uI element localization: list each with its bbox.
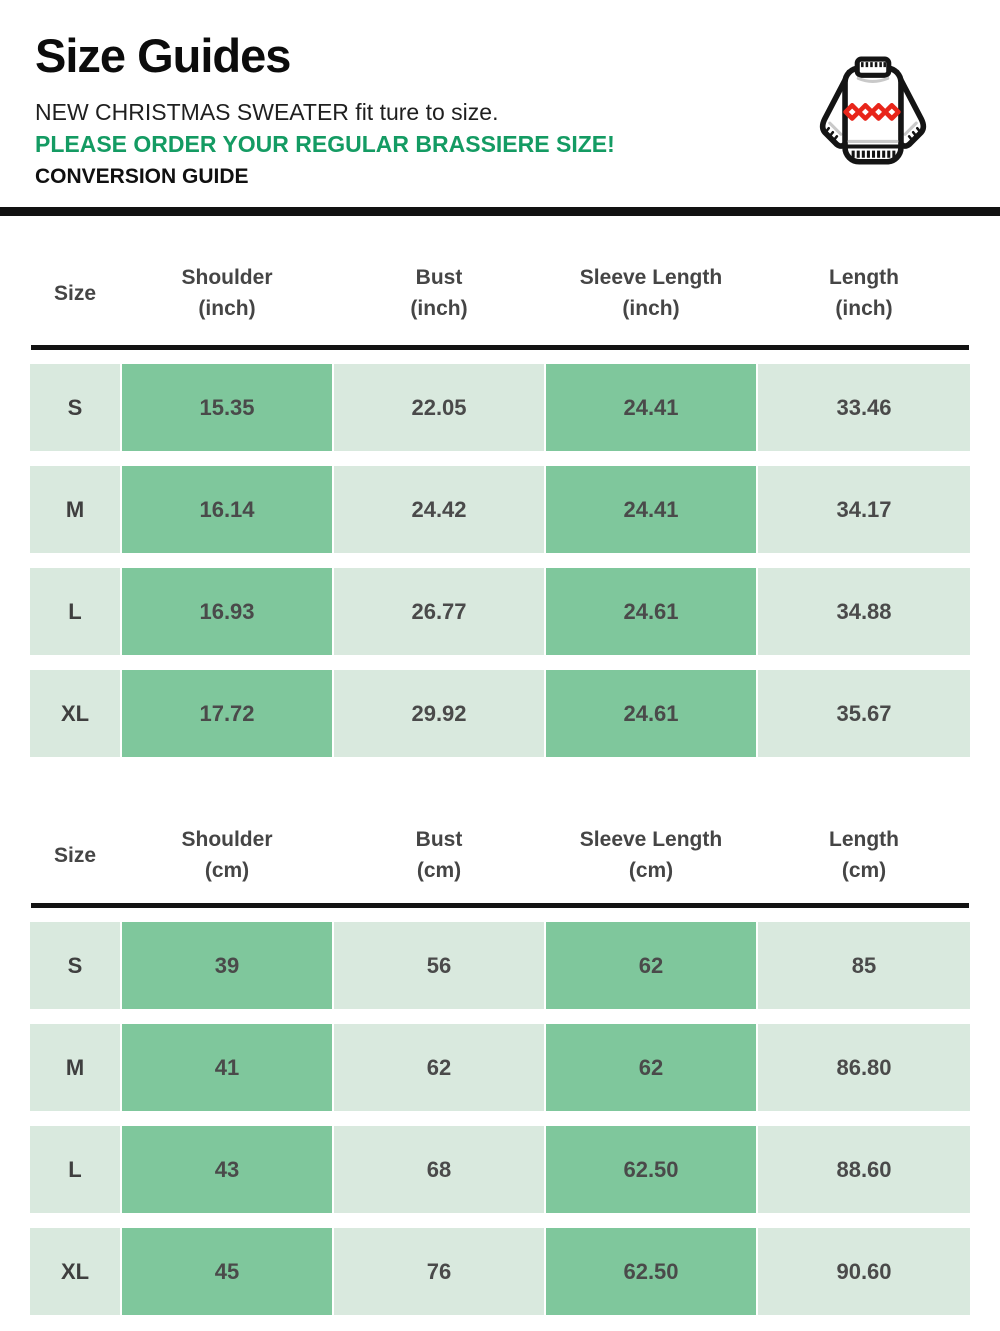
sleeve-length-value: 62 xyxy=(546,1024,756,1111)
size-value: L xyxy=(30,568,120,655)
length-value: 85 xyxy=(758,922,970,1009)
shoulder-value: 43 xyxy=(122,1126,332,1213)
order-warning-text: PLEASE ORDER YOUR REGULAR BRASSIERE SIZE… xyxy=(35,130,615,157)
column-header-size: Size xyxy=(53,281,97,305)
sleeve-length-value: 24.61 xyxy=(546,568,756,655)
sleeve-length-value: 24.41 xyxy=(546,364,756,451)
size-table-inch: Size Shoulder (inch) Bust (inch) Sleeve … xyxy=(0,216,1000,757)
table-row-s: S 15.35 22.05 24.41 33.46 xyxy=(30,364,970,451)
sleeve-length-value: 62 xyxy=(546,922,756,1009)
column-header-length: Length (inch) xyxy=(829,266,899,320)
header-divider-bar xyxy=(0,207,1000,216)
bust-value: 26.77 xyxy=(334,568,544,655)
length-value: 34.17 xyxy=(758,466,970,553)
column-header-length: Length (cm) xyxy=(829,828,899,882)
column-header-shoulder: Shoulder (cm) xyxy=(181,828,273,882)
table-row-s: S 39 56 62 85 xyxy=(30,922,970,1009)
bust-value: 56 xyxy=(334,922,544,1009)
bust-value: 76 xyxy=(334,1228,544,1315)
conversion-guide-label: CONVERSION GUIDE xyxy=(35,164,249,188)
page-title: Size Guides xyxy=(35,29,291,82)
inch-table-header-row: Size Shoulder (inch) Bust (inch) Sleeve … xyxy=(30,216,970,345)
column-header-size: Size xyxy=(53,843,97,867)
bust-value: 68 xyxy=(334,1126,544,1213)
size-value: L xyxy=(30,1126,120,1213)
table-row-l: L 43 68 62.50 88.60 xyxy=(30,1126,970,1213)
table-header-underline xyxy=(31,345,969,350)
shoulder-value: 17.72 xyxy=(122,670,332,757)
shoulder-value: 39 xyxy=(122,922,332,1009)
length-value: 33.46 xyxy=(758,364,970,451)
table-row-m: M 16.14 24.42 24.41 34.17 xyxy=(30,466,970,553)
length-value: 34.88 xyxy=(758,568,970,655)
column-header-sleeve-length: Sleeve Length (inch) xyxy=(579,266,723,320)
column-header-sleeve-length: Sleeve Length (cm) xyxy=(579,828,723,882)
column-header-bust: Bust (cm) xyxy=(415,828,463,882)
size-value: S xyxy=(30,364,120,451)
sleeve-length-value: 24.61 xyxy=(546,670,756,757)
bust-value: 62 xyxy=(334,1024,544,1111)
shoulder-value: 41 xyxy=(122,1024,332,1111)
bust-value: 22.05 xyxy=(334,364,544,451)
length-value: 88.60 xyxy=(758,1126,970,1213)
shoulder-value: 15.35 xyxy=(122,364,332,451)
size-table-cm: Size Shoulder (cm) Bust (cm) Sleeve Leng… xyxy=(0,772,1000,1315)
length-value: 86.80 xyxy=(758,1024,970,1111)
table-header-underline xyxy=(31,903,969,908)
length-value: 35.67 xyxy=(758,670,970,757)
length-value: 90.60 xyxy=(758,1228,970,1315)
column-header-shoulder: Shoulder (inch) xyxy=(181,266,273,320)
sleeve-length-value: 24.41 xyxy=(546,466,756,553)
inch-table-body: S 15.35 22.05 24.41 33.46 M 16.14 24.42 … xyxy=(0,364,1000,757)
shoulder-value: 16.14 xyxy=(122,466,332,553)
sleeve-length-value: 62.50 xyxy=(546,1228,756,1315)
table-row-xl: XL 45 76 62.50 90.60 xyxy=(30,1228,970,1315)
size-value: XL xyxy=(30,670,120,757)
bust-value: 29.92 xyxy=(334,670,544,757)
sleeve-length-value: 62.50 xyxy=(546,1126,756,1213)
table-row-m: M 41 62 62 86.80 xyxy=(30,1024,970,1111)
bust-value: 24.42 xyxy=(334,466,544,553)
cm-table-header-row: Size Shoulder (cm) Bust (cm) Sleeve Leng… xyxy=(30,772,970,903)
subtitle-text: NEW CHRISTMAS SWEATER fit ture to size. xyxy=(35,98,499,125)
page-header: Size Guides NEW CHRISTMAS SWEATER fit tu… xyxy=(0,0,1000,207)
christmas-sweater-icon xyxy=(819,56,927,165)
table-row-l: L 16.93 26.77 24.61 34.88 xyxy=(30,568,970,655)
size-value: S xyxy=(30,922,120,1009)
size-value: M xyxy=(30,1024,120,1111)
cm-table-body: S 39 56 62 85 M 41 62 62 86.80 L 43 68 6… xyxy=(0,922,1000,1315)
table-row-xl: XL 17.72 29.92 24.61 35.67 xyxy=(30,670,970,757)
size-value: M xyxy=(30,466,120,553)
size-value: XL xyxy=(30,1228,120,1315)
shoulder-value: 45 xyxy=(122,1228,332,1315)
column-header-bust: Bust (inch) xyxy=(410,266,468,320)
shoulder-value: 16.93 xyxy=(122,568,332,655)
